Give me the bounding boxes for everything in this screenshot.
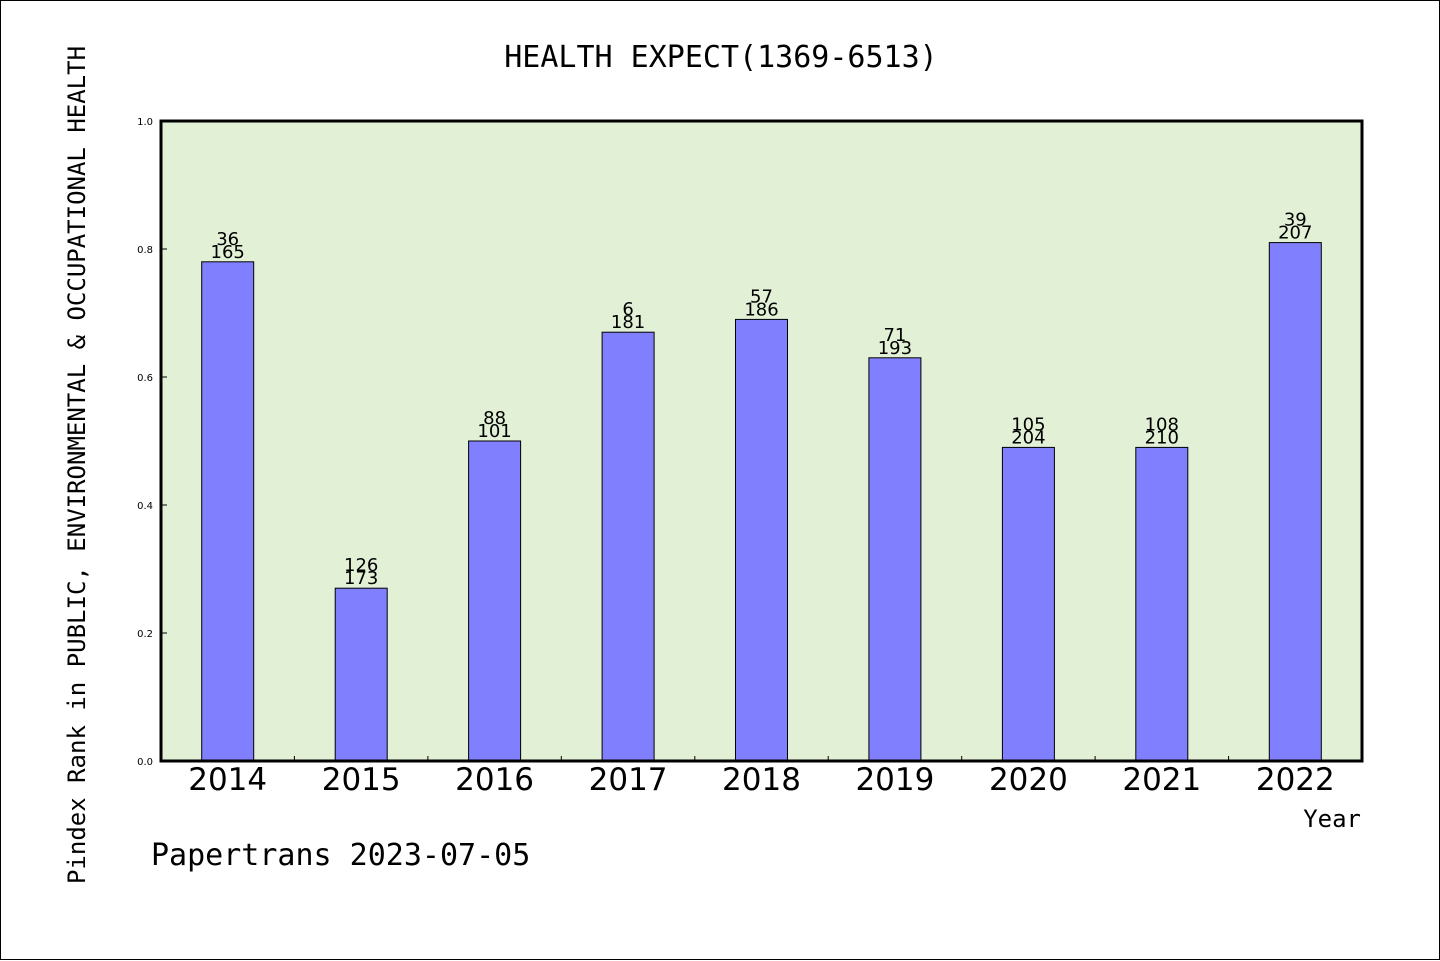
bar-label-top-2014: 36 [216,229,239,250]
y-tick-label-0.4: 0.4 [137,501,153,512]
bar-label-top-2020: 105 [1011,414,1045,435]
bar-label-bottom-2022: 207 [1278,223,1312,244]
bar-2022 [1268,242,1322,762]
x-tick-label-2014: 2014 [188,762,267,798]
bar-label-bottom-2014: 165 [211,242,245,263]
y-axis-label: Pindex Rank in PUBLIC, ENVIRONMENTAL & O… [63,46,91,884]
x-tick-label-2021: 2021 [1122,762,1201,798]
bar-label-top-2018: 57 [750,286,773,307]
plot-border [159,119,1364,763]
bar-label-top-2016: 88 [483,408,506,429]
bars-group: 3616512617388101618157186711931052041082… [201,210,1322,762]
x-axis: 2014 2015 2016 2017 2018 2019 2020 2021 2022 [188,756,1335,798]
bar-2019 [868,357,922,762]
bar-2014 [201,261,255,762]
footer-credit: Papertrans 2023-07-05 [151,838,530,873]
y-tick-label-1.0: 1.0 [137,117,153,128]
bar-label-bottom-2015: 173 [344,568,378,589]
y-tick-label-0.0: 0.0 [137,757,153,768]
x-tick-label-2016: 2016 [455,762,534,798]
x-tick-label-2022: 2022 [1256,762,1335,798]
x-tick-label-2019: 2019 [855,762,934,798]
x-tick-label-2020: 2020 [989,762,1068,798]
bar-label-bottom-2016: 101 [477,421,511,442]
bar-2018 [735,318,788,762]
bar-label-top-2017: 6 [622,299,633,320]
y-tick-label-0.8: 0.8 [137,245,153,256]
bar-2021 [1135,446,1189,762]
x-tick-label-2015: 2015 [322,762,401,798]
bar-label-bottom-2020: 204 [1011,427,1045,448]
bar-label-bottom-2019: 193 [878,338,912,359]
bar-label-bottom-2018: 186 [744,299,778,320]
x-tick-label-2017: 2017 [589,762,668,798]
bar-2015 [334,587,388,762]
bar-label-top-2022: 39 [1284,210,1307,231]
bar-2017 [601,331,655,762]
chart-title: HEALTH EXPECT(1369-6513) [504,40,937,75]
bar-2020 [1001,446,1055,762]
x-axis-label: Year [1303,805,1361,833]
x-tick-label-2018: 2018 [722,762,801,798]
y-tick-label-0.6: 0.6 [137,373,153,384]
bar-label-top-2019: 71 [883,325,906,346]
bar-2016 [468,440,522,762]
y-tick-label-0.2: 0.2 [137,629,153,640]
bar-label-top-2021: 108 [1145,414,1179,435]
bar-label-bottom-2017: 181 [611,312,645,333]
bar-label-top-2015: 126 [344,555,378,576]
bar-label-bottom-2021: 210 [1145,427,1179,448]
